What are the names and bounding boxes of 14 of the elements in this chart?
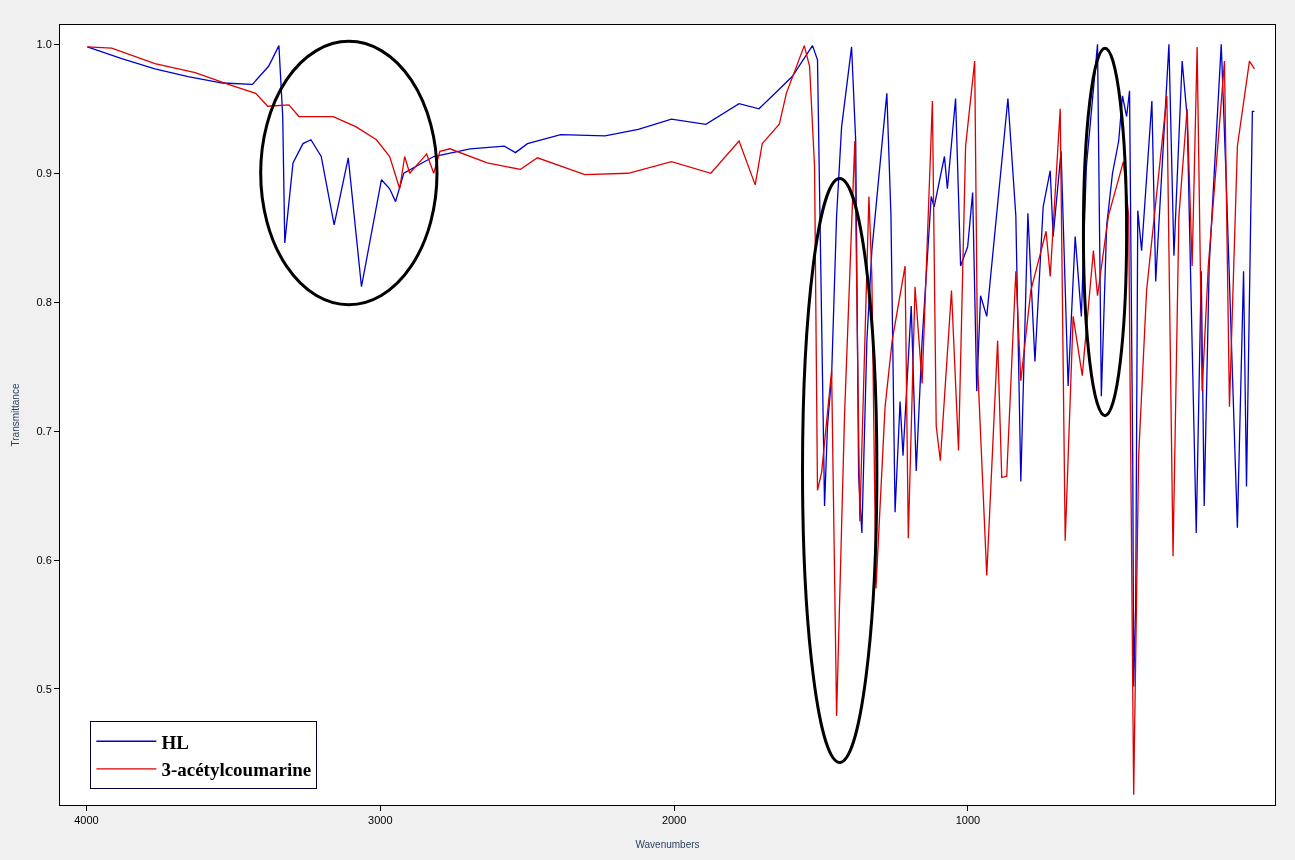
legend-label: 3-acétylcoumarine xyxy=(161,759,312,781)
x-tick-label: 2000 xyxy=(661,814,687,827)
x-tick-label: 1000 xyxy=(955,814,981,827)
x-axis-title: Wavenumbers xyxy=(635,838,700,850)
y-tick-label: 0.5 xyxy=(36,682,52,695)
y-axis-title: Transmittance xyxy=(9,383,21,447)
y-tick-label: 0.9 xyxy=(36,167,52,180)
x-tick-label: 3000 xyxy=(368,814,393,827)
y-tick-label: 1.0 xyxy=(36,38,52,51)
legend-label: HL xyxy=(161,731,189,753)
y-tick-label: 0.7 xyxy=(36,424,52,437)
y-tick-label: 0.6 xyxy=(36,553,52,566)
y-tick-label: 0.8 xyxy=(36,296,52,309)
x-tick-label: 4000 xyxy=(74,814,99,827)
